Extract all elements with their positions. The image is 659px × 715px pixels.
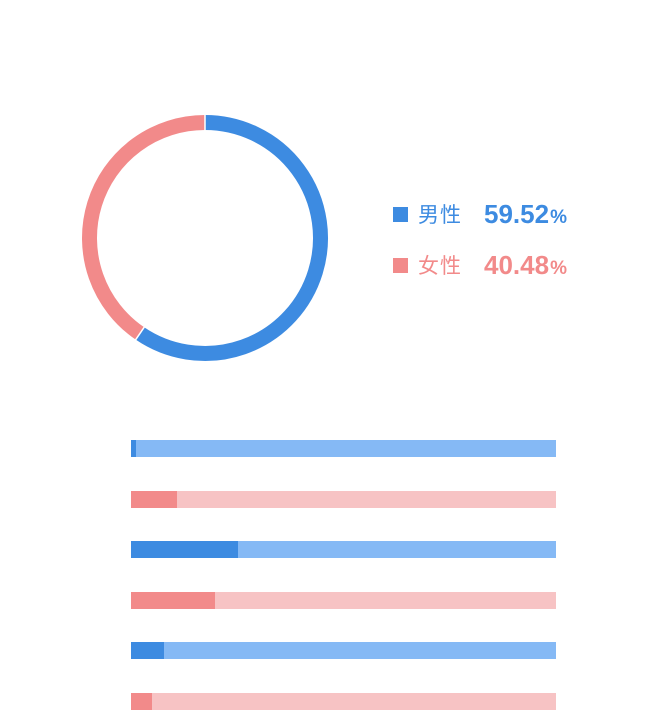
bar-fill-female (131, 491, 177, 508)
legend-label-male: 男性 (418, 203, 462, 227)
donut-slice-female (82, 115, 206, 340)
legend-value-female-unit: % (550, 257, 567, 279)
bar-track-female (131, 693, 556, 710)
legend-item-male: 男性 59.52% (393, 196, 623, 232)
legend-value-female-number: 40.48 (484, 249, 550, 280)
gender-bar-list (131, 440, 556, 715)
legend-item-female: 女性 40.48% (393, 247, 623, 283)
legend-swatch-female (393, 257, 408, 273)
legend-value-male-unit: % (550, 206, 567, 228)
legend-value-male: 59.52% (484, 199, 567, 230)
bar-track-female (131, 491, 556, 508)
bar-fill-male (131, 541, 239, 558)
bar-fill-female (131, 693, 153, 710)
donut-slice-male (135, 115, 328, 361)
bar-fill-male (131, 440, 137, 457)
bar-fill-female (131, 592, 216, 609)
legend-swatch-male (393, 206, 408, 222)
bar-fill-male (131, 642, 165, 659)
legend-value-female: 40.48% (484, 250, 567, 281)
bar-track-male (131, 440, 556, 457)
legend-value-male-number: 59.52 (484, 198, 550, 229)
bar-track-male (131, 541, 556, 558)
bar-track-male (131, 642, 556, 659)
gender-donut-chart (82, 114, 328, 361)
legend-label-female: 女性 (418, 254, 462, 278)
donut-separator (134, 325, 146, 341)
bar-track-female (131, 592, 556, 609)
